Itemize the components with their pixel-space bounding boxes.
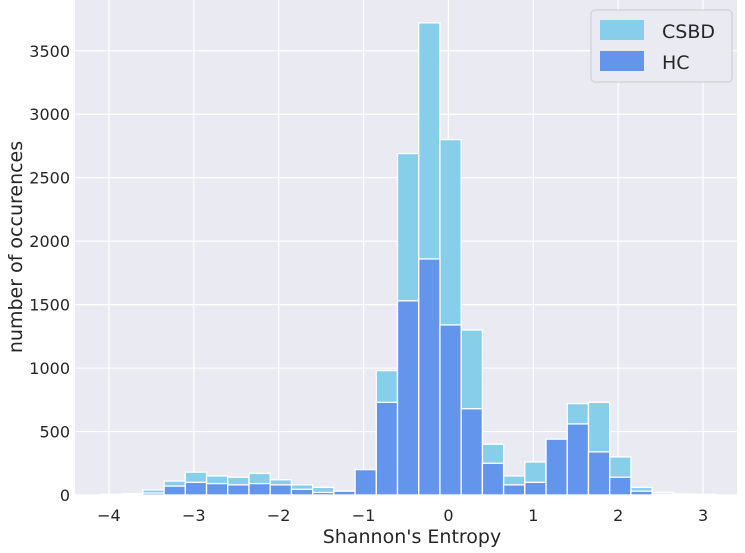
- bar-hc: [142, 492, 165, 496]
- y-axis-label: number of occurences: [5, 141, 27, 353]
- bar-hc: [545, 438, 568, 496]
- bar-hc: [354, 468, 377, 496]
- y-tick-label: 3000: [29, 105, 70, 124]
- bar-hc: [184, 481, 208, 496]
- y-tick-label: 500: [39, 423, 70, 442]
- bar-hc: [502, 484, 526, 496]
- bar-csbd: [121, 493, 144, 496]
- series-hc: [142, 258, 674, 496]
- y-tick-label: 3500: [29, 42, 70, 61]
- bar-hc: [460, 408, 484, 496]
- legend-swatch-csbd: [600, 20, 644, 40]
- bar-hc: [651, 493, 674, 496]
- bar-hc: [290, 488, 314, 496]
- bar-hc: [311, 491, 335, 496]
- x-tick-label: −3: [182, 506, 206, 525]
- bar-hc: [418, 258, 441, 496]
- bar-hc: [439, 324, 462, 496]
- legend-swatch-hc: [600, 51, 644, 71]
- bars: [99, 22, 717, 496]
- bar-hc: [248, 482, 271, 496]
- bar-hc: [396, 300, 420, 496]
- x-tick-label: 1: [528, 506, 538, 525]
- y-tick-label: 0: [60, 486, 70, 505]
- bar-hc: [163, 485, 186, 496]
- bar-hc: [566, 423, 590, 496]
- legend: CSBD HC: [590, 9, 733, 83]
- bar-csbd: [672, 493, 696, 496]
- x-tick-label: −1: [352, 506, 376, 525]
- bar-hc: [375, 401, 399, 496]
- x-tick-label: 3: [698, 506, 708, 525]
- y-tick-label: 2000: [29, 232, 70, 251]
- legend-label-csbd: CSBD: [662, 21, 715, 43]
- x-axis-label: Shannon's Entropy: [323, 526, 501, 548]
- bar-hc: [630, 490, 653, 496]
- x-tick-label: 2: [613, 506, 623, 525]
- bar-hc: [227, 484, 250, 496]
- bar-csbd: [99, 493, 123, 496]
- bar-hc: [609, 476, 632, 496]
- bar-hc: [269, 484, 293, 496]
- bar-csbd: [693, 493, 717, 496]
- x-tick-label: −4: [97, 506, 121, 525]
- bar-hc: [205, 482, 229, 496]
- bar-hc: [481, 462, 505, 496]
- bar-hc: [333, 490, 356, 496]
- y-tick-label: 2500: [29, 169, 70, 188]
- y-ticks: 0 500 1000 1500 2000 2500 3000 3500: [29, 42, 70, 505]
- bar-hc: [524, 481, 547, 496]
- y-tick-label: 1000: [29, 359, 70, 378]
- x-tick-label: −2: [267, 506, 291, 525]
- y-tick-label: 1500: [29, 296, 70, 315]
- x-ticks: −4 −3 −2 −1 0 1 2 3: [97, 506, 708, 525]
- legend-label-hc: HC: [662, 52, 690, 74]
- bar-hc: [587, 451, 611, 496]
- x-tick-label: 0: [443, 506, 453, 525]
